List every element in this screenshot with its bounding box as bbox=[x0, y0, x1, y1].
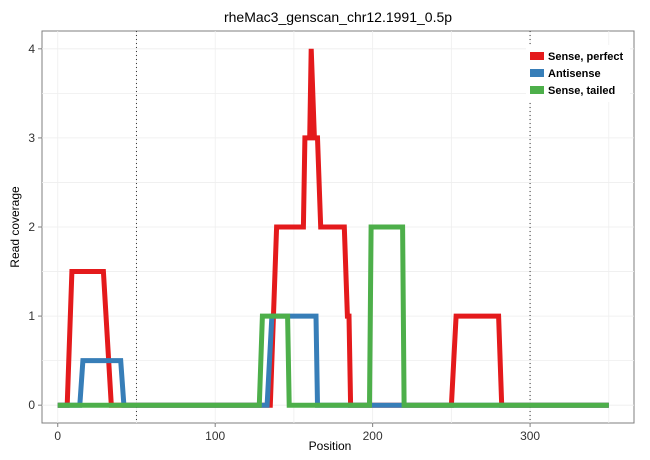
x-tick-label-2: 200 bbox=[363, 429, 383, 443]
y-tick-label-1: 1 bbox=[28, 309, 35, 323]
legend-label-1: Antisense bbox=[548, 68, 601, 80]
x-tick-label-3: 300 bbox=[520, 429, 540, 443]
y-axis-label: Read coverage bbox=[8, 186, 22, 268]
chart-title: rheMac3_genscan_chr12.1991_0.5p bbox=[224, 9, 452, 25]
x-axis-label: Position bbox=[309, 439, 352, 453]
series-line-2 bbox=[57, 224, 609, 408]
x-axis-ticks: 0 100 200 300 bbox=[54, 423, 540, 443]
legend-swatch-1 bbox=[530, 69, 544, 77]
y-tick-label-4: 4 bbox=[28, 42, 35, 56]
y-tick-label-2: 2 bbox=[28, 220, 35, 234]
y-tick-label-0: 0 bbox=[28, 398, 35, 412]
x-tick-label-0: 0 bbox=[54, 429, 61, 443]
series-group bbox=[57, 48, 609, 408]
legend: Sense, perfect Antisense Sense, tailed bbox=[526, 45, 630, 102]
y-tick-label-3: 3 bbox=[28, 131, 35, 145]
x-tick-label-1: 100 bbox=[205, 429, 225, 443]
reference-lines bbox=[135, 31, 531, 423]
legend-label-0: Sense, perfect bbox=[548, 51, 624, 63]
legend-label-2: Sense, tailed bbox=[548, 85, 615, 97]
legend-swatch-0 bbox=[530, 52, 544, 60]
y-axis-ticks: 0 1 2 3 4 bbox=[28, 42, 42, 412]
legend-swatch-2 bbox=[530, 86, 544, 94]
